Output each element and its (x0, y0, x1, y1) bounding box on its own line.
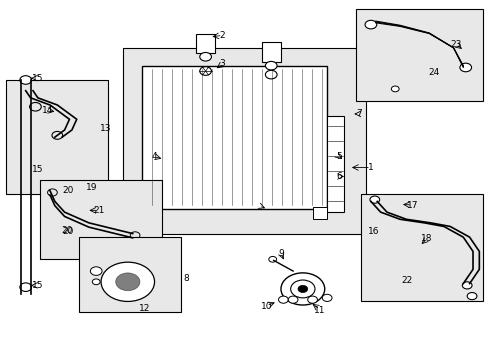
Bar (196, 33, 215, 53)
Text: 15: 15 (32, 74, 43, 83)
Circle shape (290, 280, 314, 298)
Text: 19: 19 (85, 183, 97, 192)
Circle shape (459, 63, 470, 72)
Circle shape (20, 283, 31, 292)
FancyBboxPatch shape (361, 194, 482, 301)
Text: 4: 4 (151, 152, 157, 161)
Text: 6: 6 (336, 172, 342, 181)
Text: 2: 2 (220, 31, 225, 40)
FancyBboxPatch shape (40, 180, 162, 258)
FancyBboxPatch shape (6, 80, 108, 194)
Text: 16: 16 (367, 227, 378, 236)
Text: 15: 15 (32, 165, 43, 174)
Circle shape (390, 86, 398, 92)
Circle shape (322, 294, 331, 301)
Text: 20: 20 (62, 227, 74, 236)
Circle shape (200, 53, 211, 61)
Text: 3: 3 (219, 59, 225, 68)
Circle shape (365, 20, 376, 29)
Bar (140, 207, 154, 219)
Circle shape (287, 296, 297, 303)
Text: 23: 23 (449, 40, 461, 49)
FancyBboxPatch shape (122, 48, 366, 234)
Circle shape (90, 267, 102, 275)
Text: 7: 7 (355, 109, 361, 118)
Text: 11: 11 (313, 306, 325, 315)
FancyBboxPatch shape (356, 9, 482, 102)
Circle shape (268, 256, 276, 262)
Text: 8: 8 (183, 274, 189, 283)
Text: 13: 13 (100, 124, 111, 133)
Bar (142, 66, 326, 208)
Bar (326, 116, 344, 212)
Text: 14: 14 (42, 106, 53, 115)
Text: 9: 9 (278, 249, 283, 258)
Bar (261, 42, 281, 62)
Text: 24: 24 (427, 68, 439, 77)
Text: 20: 20 (62, 186, 74, 195)
Text: 10: 10 (260, 302, 272, 311)
Text: 15: 15 (32, 281, 43, 290)
Circle shape (101, 262, 154, 301)
Circle shape (278, 296, 287, 303)
Text: 18: 18 (420, 234, 432, 243)
Text: 12: 12 (139, 304, 150, 313)
Text: 17: 17 (406, 201, 417, 210)
Circle shape (369, 196, 379, 203)
Text: 21: 21 (93, 206, 104, 215)
Circle shape (281, 273, 324, 305)
Text: 5: 5 (336, 152, 342, 161)
Circle shape (265, 62, 277, 70)
FancyBboxPatch shape (79, 237, 181, 312)
Circle shape (466, 293, 476, 300)
Bar (312, 207, 326, 219)
Circle shape (200, 67, 211, 75)
Text: 22: 22 (401, 275, 412, 284)
Circle shape (20, 76, 31, 84)
Circle shape (265, 70, 277, 79)
Circle shape (297, 285, 307, 293)
Text: 20: 20 (61, 225, 73, 234)
Circle shape (92, 279, 100, 285)
Text: 1: 1 (367, 163, 373, 172)
Circle shape (461, 282, 471, 289)
Circle shape (116, 273, 140, 291)
Circle shape (307, 296, 317, 303)
